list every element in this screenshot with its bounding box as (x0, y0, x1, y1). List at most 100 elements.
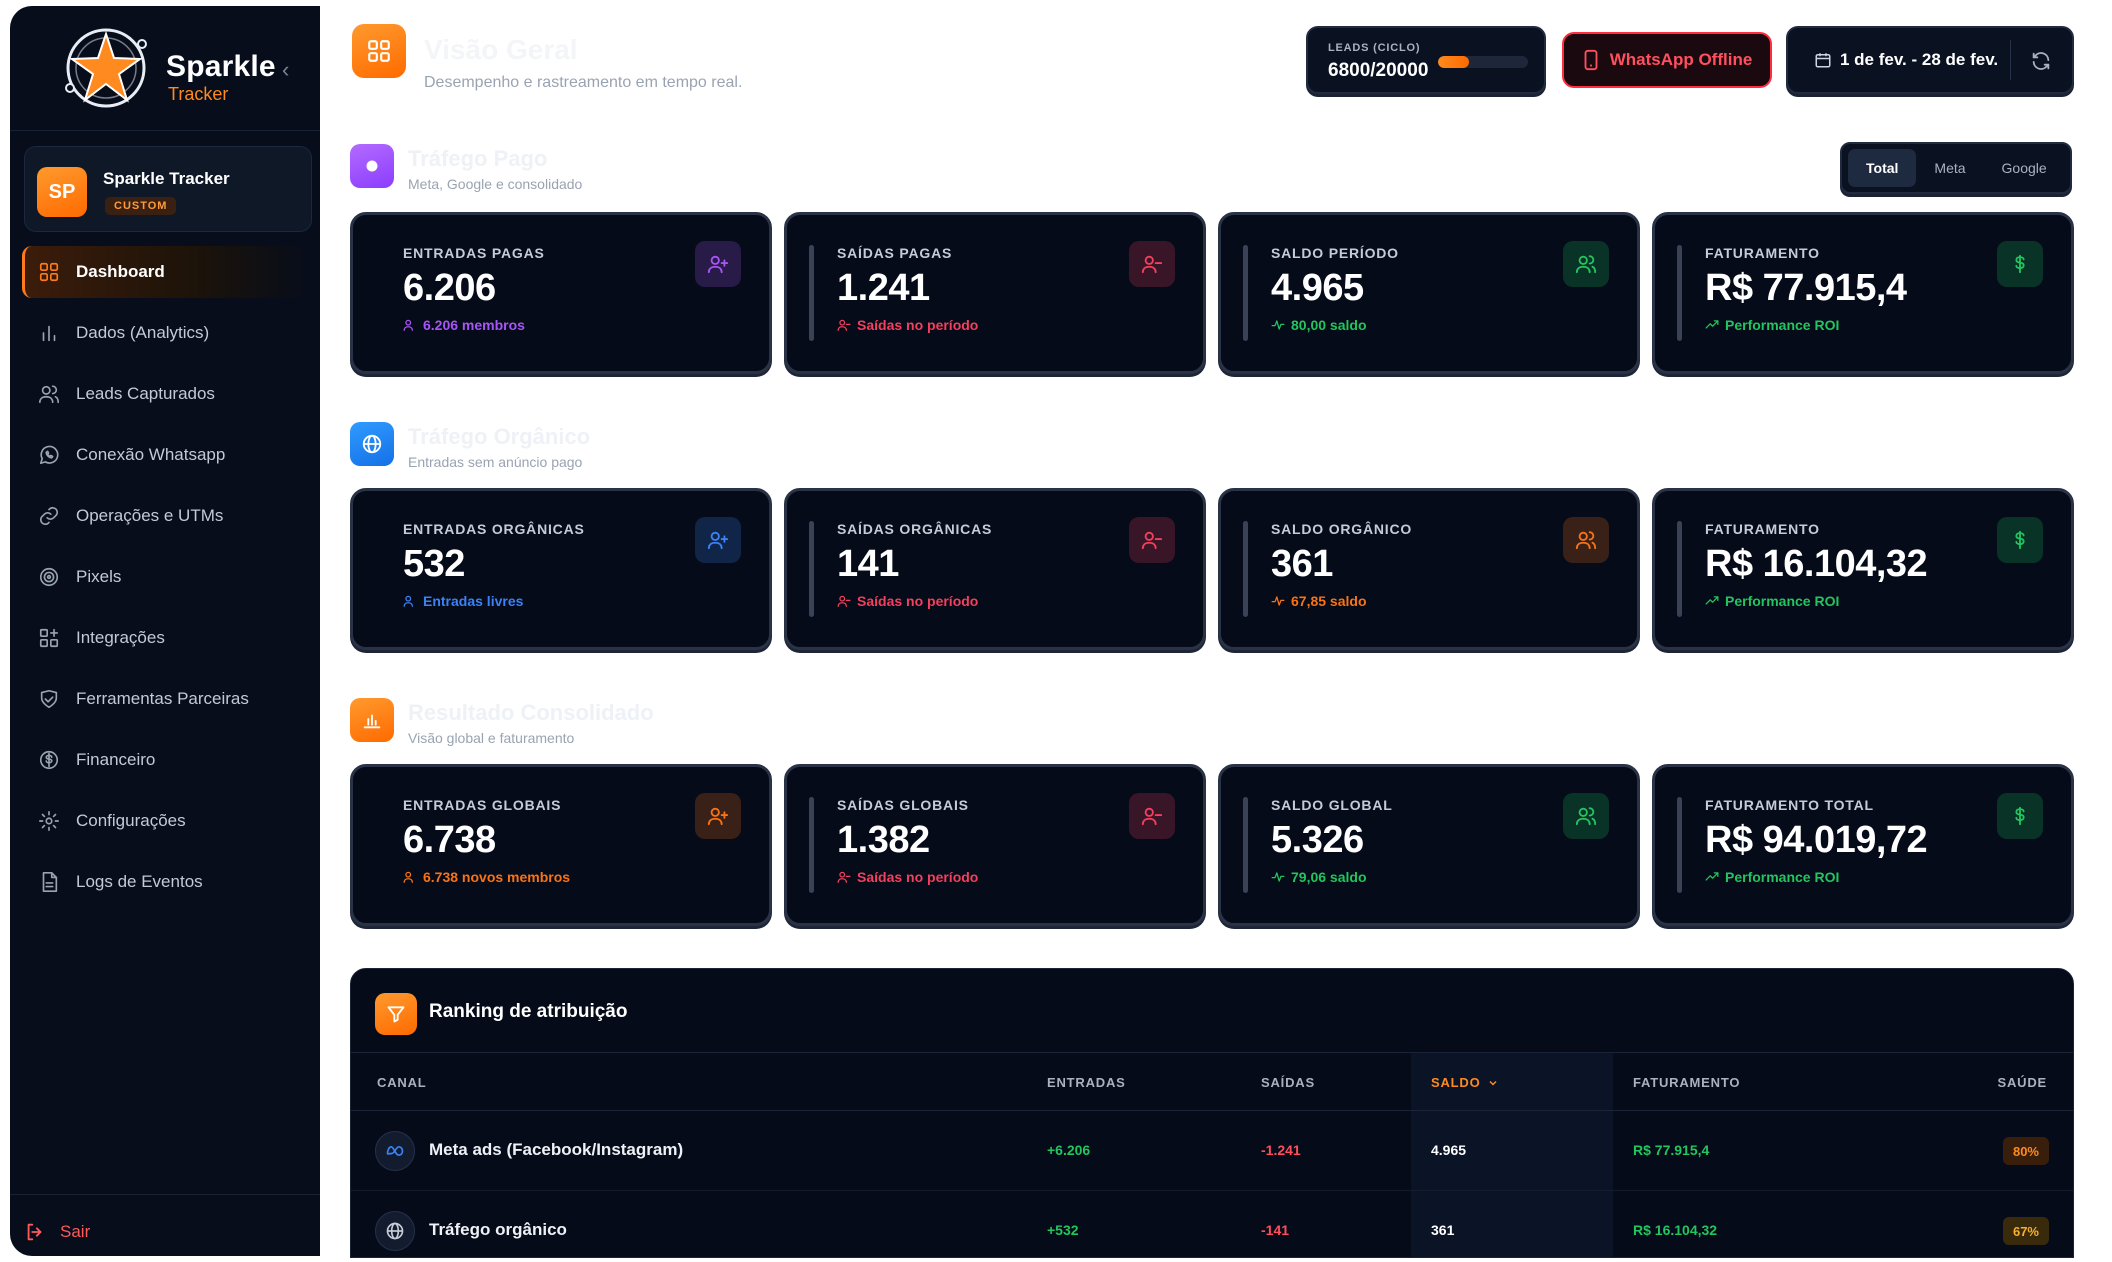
kpi-note: 6.206 membros (403, 317, 525, 333)
sidebar-item-analytics[interactable]: Dados (Analytics) (22, 307, 308, 359)
column-header-canal[interactable]: CANAL (377, 1075, 427, 1090)
column-header-saidas[interactable]: SAÍDAS (1261, 1075, 1315, 1090)
user-plus-icon (695, 517, 741, 563)
calendar-icon (1815, 53, 1831, 68)
leads-cycle-widget: LEADS (CICLO) 6800/20000 (1306, 26, 1546, 94)
bar-chart-icon (363, 714, 381, 729)
whatsapp-icon (38, 444, 60, 466)
kpi-card-organic-3: FATURAMENTO R$ 16.104,32 Performance ROI (1652, 488, 2074, 650)
kpi-note-text: Saídas no período (857, 869, 979, 885)
workspace-card[interactable]: SP Sparkle Tracker CUSTOM (24, 146, 312, 232)
tab-meta[interactable]: Meta (1934, 160, 1966, 176)
cell-entradas: +6.206 (1047, 1142, 1091, 1158)
user-minus-icon (837, 871, 851, 883)
table-row[interactable]: Tráfego orgânico +532 -141 361 R$ 16.104… (351, 1191, 2073, 1257)
sidebar-item-label: Configurações (76, 811, 186, 830)
users-icon (1563, 241, 1609, 287)
refresh-button[interactable] (2026, 46, 2056, 76)
kpi-note-text: 67,85 saldo (1291, 593, 1367, 609)
divider (2010, 40, 2011, 80)
kpi-note: Performance ROI (1705, 869, 1839, 885)
column-header-faturamento[interactable]: FATURAMENTO (1633, 1075, 1741, 1090)
kpi-card-paid-0: ENTRADAS PAGAS 6.206 6.206 membros (350, 212, 772, 374)
divider (10, 1194, 320, 1195)
kpi-label: FATURAMENTO (1705, 521, 1820, 537)
logout-icon (27, 1223, 42, 1241)
sidebar-item-label: Conexão Whatsapp (76, 445, 226, 464)
kpi-value: 5.326 (1271, 819, 1364, 861)
channel-name: Tráfego orgânico (429, 1220, 567, 1239)
sidebar-item-pixels[interactable]: Pixels (22, 551, 308, 603)
section-title-organic: Tráfego Orgânico (408, 424, 591, 449)
user-minus-icon (1129, 517, 1175, 563)
kpi-value: 361 (1271, 543, 1333, 585)
cell-faturamento: R$ 16.104,32 (1633, 1222, 1718, 1238)
section-subtitle-global: Visão global e faturamento (408, 730, 575, 746)
health-badge: 67% (2002, 1217, 2049, 1245)
card-accent-bar (1243, 797, 1248, 893)
link-icon (38, 505, 60, 527)
kpi-value: 1.241 (837, 267, 930, 309)
collapse-sidebar-button[interactable]: ‹ (282, 57, 290, 82)
sidebar-item-financial[interactable]: Financeiro (22, 734, 308, 786)
column-header-saude[interactable]: SAÚDE (1997, 1075, 2047, 1090)
brand[interactable]: Sparkle Tracker (50, 20, 310, 120)
column-header-entradas[interactable]: ENTRADAS (1047, 1075, 1126, 1090)
organic-traffic-icon (350, 422, 394, 466)
filter-icon (375, 993, 417, 1035)
kpi-value: R$ 94.019,72 (1705, 819, 1928, 861)
logout-label: Sair (60, 1222, 91, 1241)
kpi-card-global-0: ENTRADAS GLOBAIS 6.738 6.738 novos membros (350, 764, 772, 926)
kpi-card-global-3: FATURAMENTO TOTAL R$ 94.019,72 Performance… (1652, 764, 2074, 926)
plan-badge: CUSTOM (105, 197, 177, 215)
table-row[interactable]: Meta ads (Facebook/Instagram) +6.206 -1.… (351, 1111, 2073, 1191)
kpi-card-paid-1: SAÍDAS PAGAS 1.241 Saídas no período (784, 212, 1206, 374)
kpi-note: Performance ROI (1705, 317, 1839, 333)
card-accent-bar (809, 521, 814, 617)
kpi-card-organic-1: SAÍDAS ORGÂNICAS 141 Saídas no período (784, 488, 1206, 650)
tab-total[interactable]: Total (1848, 149, 1917, 187)
user-plus-icon (695, 793, 741, 839)
attribution-ranking-panel: Ranking de atribuição CANAL ENTRADAS SAÍ… (350, 968, 2074, 1258)
kpi-note: 67,85 saldo (1271, 593, 1367, 609)
grid-icon (368, 40, 390, 62)
page-icon (352, 24, 406, 78)
sidebar-item-whatsapp[interactable]: Conexão Whatsapp (22, 429, 308, 481)
sidebar-item-settings[interactable]: Configurações (22, 795, 308, 847)
sidebar-nav: Dashboard Dados (Analytics) Leads Captur… (10, 246, 320, 917)
leads-cycle-value: 6800/20000 (1328, 60, 1429, 81)
kpi-value: 6.206 (403, 267, 496, 309)
page-title: Visão Geral (424, 34, 578, 65)
global-results-icon (350, 698, 394, 742)
sidebar-item-label: Dashboard (76, 262, 165, 281)
whatsapp-status-button[interactable]: WhatsApp Offline (1562, 32, 1772, 88)
kpi-label: ENTRADAS PAGAS (403, 245, 545, 261)
user-icon (403, 319, 413, 331)
kpi-card-global-1: SAÍDAS GLOBAIS 1.382 Saídas no período (784, 764, 1206, 926)
trending-up-icon (1705, 320, 1719, 329)
whatsapp-status-label: WhatsApp Offline (1609, 50, 1753, 69)
sidebar-item-utms[interactable]: Operações e UTMs (22, 490, 308, 542)
date-range-label: 1 de fev. - 28 de fev. (1840, 50, 1999, 69)
date-range-picker[interactable]: 1 de fev. - 28 de fev. (1800, 38, 2008, 82)
page-subtitle: Desempenho e rastreamento em tempo real. (424, 74, 743, 91)
dollar-icon (1997, 241, 2043, 287)
cell-faturamento: R$ 77.915,4 (1633, 1142, 1710, 1158)
logout-button[interactable]: Sair (24, 1212, 90, 1252)
cell-saldo: 361 (1431, 1222, 1455, 1238)
sidebar-item-leads[interactable]: Leads Capturados (22, 368, 308, 420)
activity-icon (1271, 596, 1285, 606)
kpi-note-text: 79,06 saldo (1291, 869, 1367, 885)
sidebar-item-integrations[interactable]: Integrações (22, 612, 308, 664)
sidebar-item-event-logs[interactable]: Logs de Eventos (22, 856, 308, 908)
cell-saldo: 4.965 (1431, 1142, 1467, 1158)
sidebar-item-dashboard[interactable]: Dashboard (22, 246, 308, 298)
tab-google[interactable]: Google (2001, 160, 2047, 176)
sidebar-item-partner-tools[interactable]: Ferramentas Parceiras (22, 673, 308, 725)
section-subtitle-paid: Meta, Google e consolidado (408, 176, 583, 192)
kpi-note-text: 6.206 membros (423, 317, 525, 333)
bar-chart-icon (38, 322, 60, 344)
column-header-saldo[interactable]: SALDO (1431, 1075, 1499, 1090)
user-icon (403, 871, 413, 883)
kpi-value: R$ 77.915,4 (1705, 267, 1907, 309)
